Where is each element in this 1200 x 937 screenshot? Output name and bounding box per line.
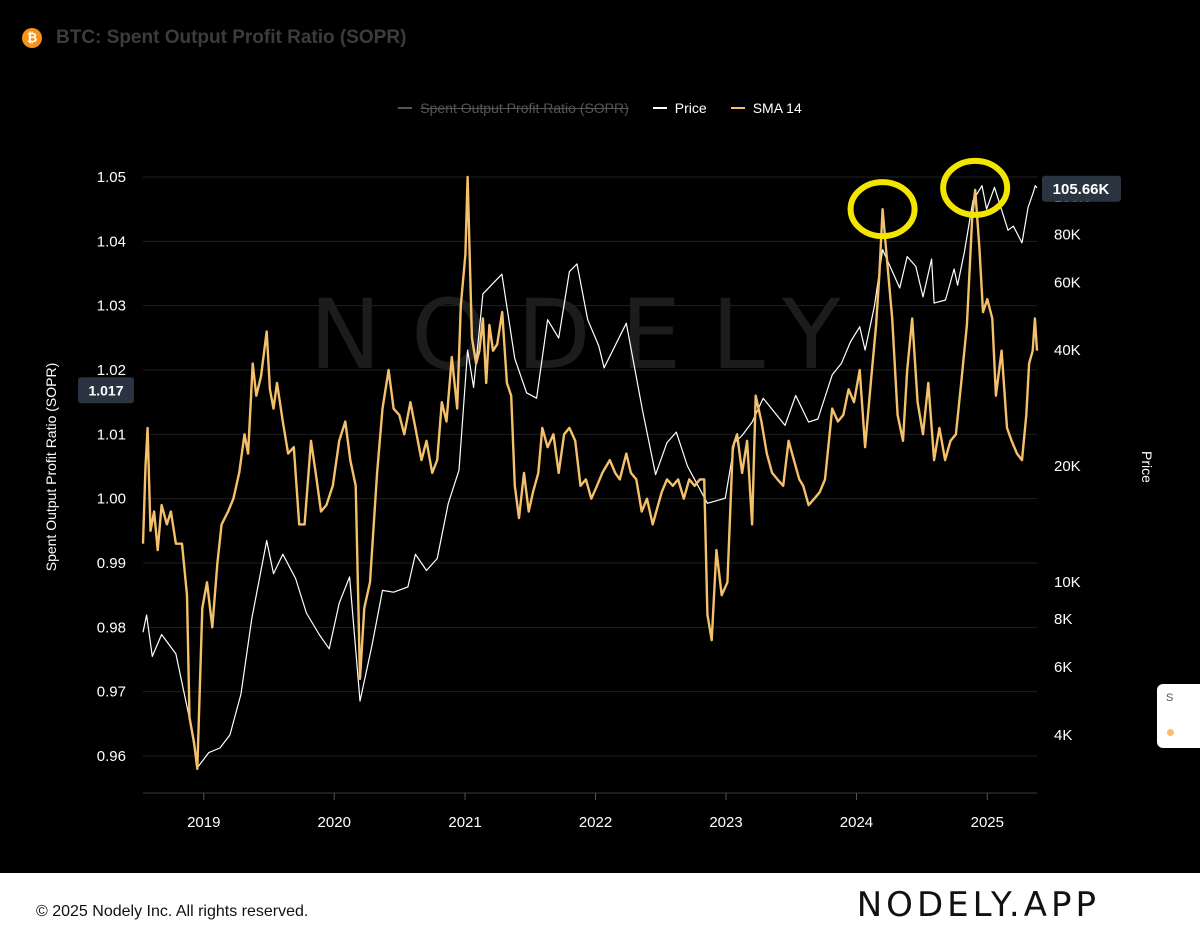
y-tick-label: 0.97	[97, 684, 126, 701]
y-tick-label: 1.02	[97, 362, 126, 379]
sopr-value-badge	[78, 377, 134, 404]
x-tick-label: 2024	[840, 814, 873, 831]
y-tick-label: 0.99	[97, 555, 126, 572]
sopr-value-label: 1.017	[88, 382, 123, 398]
y-tick-label: 1.04	[97, 233, 126, 250]
y2-tick-label: 40K	[1054, 342, 1081, 359]
highlight-circle	[940, 157, 1011, 218]
legend-sopr-label: Spent Output Profit Ratio (SOPR)	[420, 100, 629, 116]
x-tick-label: 2025	[971, 814, 1004, 831]
side-widget-dot	[1167, 729, 1174, 736]
x-tick-label: 2022	[579, 814, 612, 831]
price-line	[142, 185, 1038, 768]
annotations	[847, 157, 1011, 240]
y-tick-label: 1.03	[97, 298, 126, 315]
legend-sma-swatch	[730, 107, 745, 109]
value-badges: 1.017 105.66K	[78, 175, 1121, 404]
y2-tick-label: 20K	[1054, 458, 1081, 475]
price-value-badge	[1042, 175, 1121, 202]
y2-tick-label: 4K	[1054, 727, 1072, 744]
x-tick-label: 2019	[187, 814, 220, 831]
y-tick-label: 0.96	[97, 748, 126, 765]
price-value-label: 105.66K	[1053, 181, 1110, 198]
legend-sma-label: SMA 14	[752, 100, 802, 116]
x-axis-ticks: 2019 2020 2021 2022 2023 2024 2025	[187, 793, 1004, 831]
y2-axis-title: Price	[1139, 451, 1155, 483]
copyright-text: © 2025 Nodely Inc. All rights reserved.	[36, 903, 309, 920]
y2-tick-label: 80K	[1054, 226, 1081, 243]
bitcoin-logo-icon: ₿	[22, 28, 42, 48]
legend-item-price[interactable]: Price	[652, 100, 707, 116]
y-tick-label: 1.00	[97, 491, 126, 508]
y-axis-title: Spent Output Profit Ratio (SOPR)	[43, 363, 59, 572]
x-tick-label: 2020	[318, 814, 351, 831]
legend-item-sma[interactable]: SMA 14	[730, 100, 802, 116]
series-layer	[141, 175, 1039, 771]
highlight-circle	[847, 179, 918, 240]
legend-price-label: Price	[674, 100, 707, 116]
chart-title: BTC: Spent Output Profit Ratio (SOPR)	[56, 27, 407, 48]
y-tick-label: 0.98	[97, 619, 126, 636]
watermark: NODELY	[309, 279, 870, 391]
x-tick-label: 2023	[709, 814, 742, 831]
chart-header: ₿ BTC: Spent Output Profit Ratio (SOPR)	[22, 27, 406, 49]
legend-item-sopr[interactable]: Spent Output Profit Ratio (SOPR)	[398, 100, 629, 116]
chart-legend: Spent Output Profit Ratio (SOPR) Price S…	[0, 100, 1200, 116]
footer	[0, 873, 1200, 937]
y2-tick-label: 6K	[1054, 659, 1072, 676]
chart-plot: NODELY 0.960.970.980.991.001.011.021.031…	[43, 157, 1155, 831]
x-tick-label: 2021	[448, 814, 481, 831]
sma-14-line	[141, 175, 1039, 771]
chart-panel	[0, 0, 1200, 873]
y2-tick-label: 8K	[1054, 611, 1072, 628]
brand-logo[interactable]: NODELY.APP	[856, 885, 1100, 925]
legend-price-swatch	[652, 107, 667, 109]
y2-tick-label: 10K	[1054, 574, 1081, 591]
y2-tick-label: 60K	[1054, 274, 1081, 291]
right-axis-ticks: 4K6K8K10K20K40K60K80K100K	[1054, 189, 1089, 744]
y-tick-label: 1.01	[97, 426, 126, 443]
y-tick-label: 1.05	[97, 169, 126, 186]
side-widget[interactable]: S	[1157, 684, 1200, 748]
left-axis-ticks: 0.96 0.97 0.98 0.99 1.00 1.01 1.02 1.03 1.04 1.05	[97, 169, 126, 765]
side-widget-letter: S	[1166, 692, 1174, 704]
gridlines	[143, 176, 1037, 794]
legend-sopr-swatch	[398, 107, 413, 109]
